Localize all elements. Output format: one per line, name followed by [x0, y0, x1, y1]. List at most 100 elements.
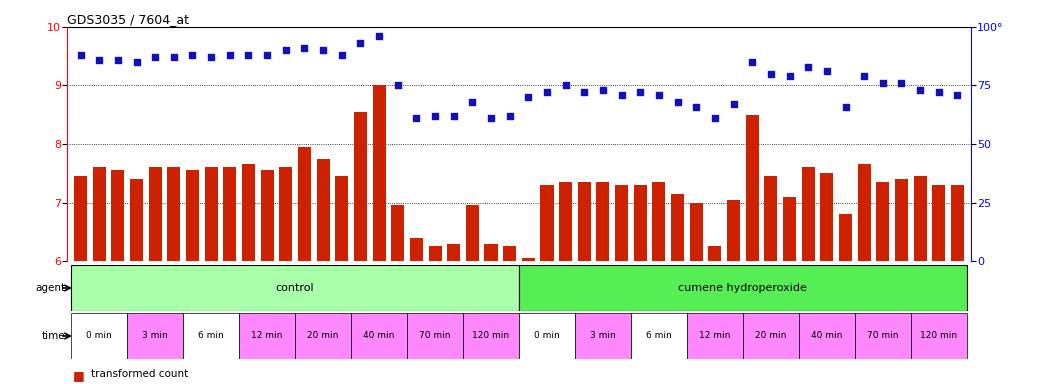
- Bar: [578, 182, 591, 261]
- Bar: [783, 197, 796, 261]
- Text: 6 min: 6 min: [646, 331, 672, 341]
- Point: [800, 64, 817, 70]
- Point: [651, 92, 667, 98]
- Point: [949, 92, 965, 98]
- Point: [129, 59, 145, 65]
- Bar: [522, 258, 535, 261]
- Bar: [354, 112, 367, 261]
- Point: [670, 99, 686, 105]
- Point: [408, 115, 425, 121]
- Bar: [689, 203, 703, 261]
- Bar: [92, 167, 106, 261]
- Bar: [616, 185, 628, 261]
- Point: [744, 59, 761, 65]
- Bar: [519, 265, 966, 311]
- Bar: [335, 176, 349, 261]
- Point: [501, 113, 518, 119]
- Bar: [801, 167, 815, 261]
- Point: [296, 45, 312, 51]
- Bar: [239, 313, 295, 359]
- Point: [258, 52, 275, 58]
- Point: [202, 54, 219, 60]
- Point: [520, 94, 537, 100]
- Bar: [745, 115, 759, 261]
- Point: [782, 73, 798, 79]
- Point: [445, 113, 462, 119]
- Text: 20 min: 20 min: [307, 331, 338, 341]
- Text: cumene hydroperoxide: cumene hydroperoxide: [679, 283, 808, 293]
- Point: [576, 89, 593, 96]
- Bar: [447, 243, 460, 261]
- Bar: [575, 313, 631, 359]
- Bar: [839, 214, 852, 261]
- Point: [184, 52, 200, 58]
- Text: 0 min: 0 min: [86, 331, 112, 341]
- Point: [427, 113, 443, 119]
- Bar: [541, 185, 553, 261]
- Point: [595, 87, 611, 93]
- Point: [930, 89, 947, 96]
- Bar: [72, 265, 519, 311]
- Point: [838, 103, 854, 109]
- Bar: [687, 313, 743, 359]
- Point: [483, 115, 499, 121]
- Bar: [295, 313, 351, 359]
- Bar: [631, 313, 687, 359]
- Bar: [429, 247, 441, 261]
- Bar: [951, 185, 964, 261]
- Bar: [186, 170, 199, 261]
- Bar: [128, 313, 183, 359]
- Text: ■: ■: [73, 369, 84, 382]
- Bar: [74, 176, 87, 261]
- Point: [819, 68, 836, 74]
- Point: [221, 52, 238, 58]
- Bar: [167, 167, 181, 261]
- Bar: [799, 313, 855, 359]
- Point: [893, 80, 909, 86]
- Bar: [932, 185, 946, 261]
- Text: 120 min: 120 min: [921, 331, 957, 341]
- Bar: [485, 243, 497, 261]
- Bar: [373, 86, 385, 261]
- Point: [539, 89, 555, 96]
- Bar: [261, 170, 274, 261]
- Text: 70 min: 70 min: [419, 331, 450, 341]
- Point: [333, 52, 350, 58]
- Bar: [410, 238, 422, 261]
- Text: 12 min: 12 min: [251, 331, 282, 341]
- Bar: [910, 313, 966, 359]
- Point: [557, 83, 574, 89]
- Text: 20 min: 20 min: [756, 331, 787, 341]
- Bar: [671, 194, 684, 261]
- Point: [91, 56, 108, 63]
- Bar: [351, 313, 407, 359]
- Point: [315, 47, 331, 53]
- Bar: [653, 182, 665, 261]
- Bar: [857, 164, 871, 261]
- Bar: [463, 313, 519, 359]
- Bar: [519, 313, 575, 359]
- Point: [688, 103, 705, 109]
- Point: [277, 47, 294, 53]
- Bar: [503, 247, 516, 261]
- Bar: [223, 167, 237, 261]
- Bar: [466, 205, 479, 261]
- Text: control: control: [276, 283, 315, 293]
- Bar: [855, 313, 910, 359]
- Bar: [279, 167, 293, 261]
- Point: [856, 73, 873, 79]
- Text: 70 min: 70 min: [867, 331, 899, 341]
- Bar: [876, 182, 890, 261]
- Point: [875, 80, 892, 86]
- Point: [110, 56, 127, 63]
- Point: [726, 101, 742, 107]
- Text: GDS3035 / 7604_at: GDS3035 / 7604_at: [67, 13, 190, 26]
- Text: agent: agent: [35, 283, 65, 293]
- Bar: [317, 159, 330, 261]
- Bar: [72, 313, 128, 359]
- Bar: [727, 200, 740, 261]
- Point: [352, 40, 368, 46]
- Point: [73, 52, 89, 58]
- Point: [240, 52, 256, 58]
- Bar: [895, 179, 908, 261]
